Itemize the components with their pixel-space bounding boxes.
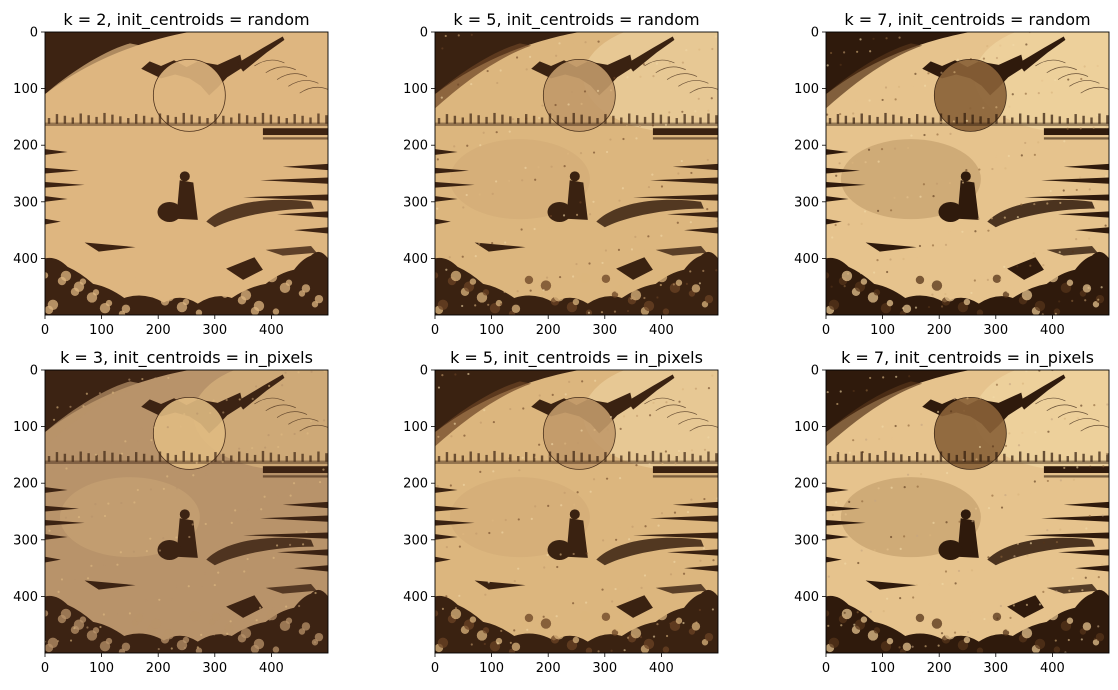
subplot-title: k = 3, init_centroids = in_pixels [60, 348, 313, 368]
y-tick-label: 300 [403, 195, 428, 210]
y-tick-label: 0 [811, 364, 819, 379]
subplot-5: k = 5, init_centroids = in_pixels 0 100 200… [403, 348, 719, 676]
x-tick-label: 300 [202, 323, 227, 338]
y-tick-label: 0 [811, 26, 819, 41]
x-tick-label: 400 [649, 661, 674, 676]
y-tick-label: 400 [13, 252, 38, 267]
x-tick-label: 0 [822, 661, 830, 676]
x-tick-label: 100 [479, 323, 504, 338]
x-tick-label: 300 [983, 661, 1008, 676]
quantized-image [45, 32, 328, 315]
quantized-image [45, 370, 328, 653]
x-tick-label: 200 [146, 323, 171, 338]
subplot-title: k = 5, init_centroids = in_pixels [450, 348, 703, 368]
subplot-title: k = 5, init_centroids = random [453, 10, 699, 30]
axes-frame [825, 369, 1110, 654]
subplot-title: k = 7, init_centroids = random [844, 10, 1090, 30]
x-tick-label: 200 [146, 661, 171, 676]
axes-frame [44, 31, 329, 316]
y-tick-label: 200 [794, 477, 819, 492]
y-tick-label: 400 [403, 590, 428, 605]
subplot-6: k = 7, init_centroids = in_pixels 0 100 200… [794, 348, 1110, 676]
x-tick-label: 300 [592, 661, 617, 676]
subplot-title: k = 2, init_centroids = random [63, 10, 309, 30]
y-tick-label: 300 [13, 533, 38, 548]
axes-frame [825, 31, 1110, 316]
y-tick-label: 200 [794, 139, 819, 154]
x-tick-label: 400 [1040, 661, 1065, 676]
y-tick-label: 0 [30, 26, 38, 41]
x-tick-label: 400 [649, 323, 674, 338]
x-tick-label: 300 [202, 661, 227, 676]
y-tick-label: 400 [794, 590, 819, 605]
y-tick-label: 400 [794, 252, 819, 267]
y-tick-label: 100 [403, 82, 428, 97]
y-tick-label: 100 [13, 420, 38, 435]
x-tick-label: 0 [822, 323, 830, 338]
y-tick-label: 100 [794, 420, 819, 435]
x-tick-label: 100 [870, 661, 895, 676]
x-tick-label: 200 [536, 661, 561, 676]
x-tick-label: 100 [89, 323, 114, 338]
axes-frame [44, 369, 329, 654]
x-tick-label: 100 [870, 323, 895, 338]
subplot-4: k = 3, init_centroids = in_pixels 0 100 200… [13, 348, 329, 676]
y-tick-label: 0 [30, 364, 38, 379]
x-tick-label: 200 [536, 323, 561, 338]
x-tick-label: 400 [259, 661, 284, 676]
quantized-image [826, 370, 1109, 653]
y-tick-label: 100 [13, 82, 38, 97]
y-tick-label: 300 [13, 195, 38, 210]
y-tick-label: 400 [403, 252, 428, 267]
y-tick-label: 300 [794, 195, 819, 210]
x-tick-label: 0 [431, 661, 439, 676]
subplot-3: k = 7, init_centroids = random 0 100 200 300… [794, 10, 1110, 338]
quantized-image [435, 32, 718, 315]
subplot-1: k = 2, init_centroids = random 0 100 200 300… [13, 10, 329, 338]
y-tick-label: 100 [794, 82, 819, 97]
y-tick-label: 0 [420, 26, 428, 41]
quantized-image [435, 370, 718, 653]
x-tick-label: 100 [89, 661, 114, 676]
y-tick-label: 200 [403, 477, 428, 492]
y-tick-label: 200 [13, 477, 38, 492]
y-tick-label: 200 [13, 139, 38, 154]
x-tick-label: 100 [479, 661, 504, 676]
x-tick-label: 400 [1040, 323, 1065, 338]
y-tick-label: 300 [794, 533, 819, 548]
y-tick-label: 0 [420, 364, 428, 379]
x-tick-label: 0 [41, 323, 49, 338]
y-tick-label: 200 [403, 139, 428, 154]
x-tick-label: 300 [592, 323, 617, 338]
x-tick-label: 200 [927, 323, 952, 338]
quantized-image [826, 32, 1109, 315]
y-tick-label: 100 [403, 420, 428, 435]
y-tick-label: 300 [403, 533, 428, 548]
x-tick-label: 200 [927, 661, 952, 676]
x-tick-label: 0 [41, 661, 49, 676]
axes-frame [434, 31, 719, 316]
axes-frame [434, 369, 719, 654]
subplot-title: k = 7, init_centroids = in_pixels [841, 348, 1094, 368]
x-tick-label: 400 [259, 323, 284, 338]
x-tick-label: 300 [983, 323, 1008, 338]
x-tick-label: 0 [431, 323, 439, 338]
subplot-2: k = 5, init_centroids = random 0 100 200 300… [403, 10, 719, 338]
y-tick-label: 400 [13, 590, 38, 605]
